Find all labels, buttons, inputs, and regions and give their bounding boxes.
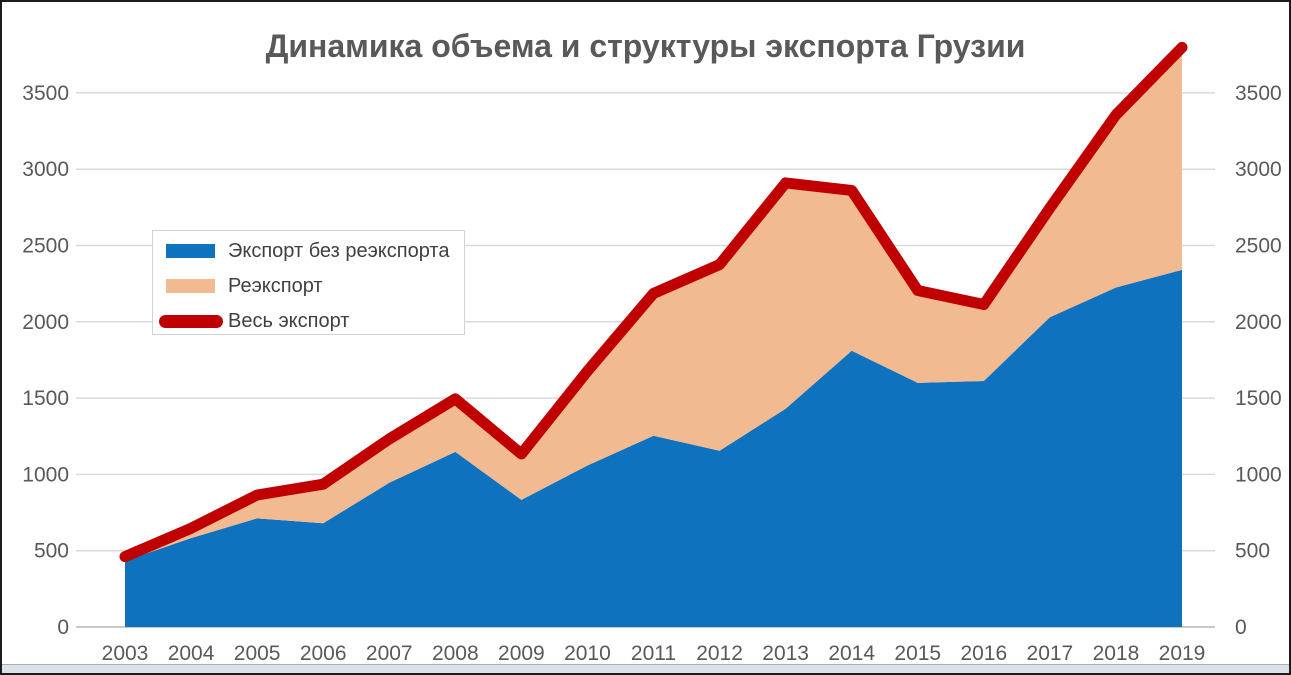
y-axis-right-tick-label: 3500 <box>1235 82 1282 105</box>
x-axis-tick-label: 2003 <box>102 642 149 665</box>
legend-label: Экспорт без реэкспорта <box>228 239 450 262</box>
y-axis-left-tick-label: 2500 <box>22 235 69 258</box>
x-axis-tick-label: 2018 <box>1093 642 1140 665</box>
legend-label: Реэкспорт <box>228 274 323 297</box>
x-axis-tick-label: 2016 <box>960 642 1007 665</box>
y-axis-left-tick-label: 2000 <box>22 311 69 334</box>
x-axis-tick-label: 2008 <box>432 642 479 665</box>
y-axis-right-tick-label: 1500 <box>1235 387 1282 410</box>
y-axis-right-tick-label: 3000 <box>1235 158 1282 181</box>
y-axis-right-tick-label: 1000 <box>1235 463 1282 486</box>
area-reexport <box>125 47 1182 561</box>
x-axis-tick-label: 2019 <box>1159 642 1206 665</box>
x-axis-tick-label: 2017 <box>1027 642 1074 665</box>
x-axis-tick-label: 2005 <box>234 642 281 665</box>
y-axis-right-tick-label: 2500 <box>1235 235 1282 258</box>
y-axis-left-tick-label: 3000 <box>22 158 69 181</box>
x-axis-tick-label: 2013 <box>762 642 809 665</box>
legend-item-total-export: Весь экспорт <box>153 304 464 338</box>
legend-label: Весь экспорт <box>228 309 350 332</box>
y-axis-right-tick-label: 500 <box>1235 540 1270 563</box>
y-axis-left-tick-label: 1500 <box>22 387 69 410</box>
y-axis-right-tick-label: 0 <box>1235 616 1247 639</box>
x-axis-tick-label: 2012 <box>696 642 743 665</box>
chart-title: Динамика объема и структуры экспорта Гру… <box>265 28 1026 64</box>
x-axis-tick-label: 2006 <box>300 642 347 665</box>
slide-footer-strip <box>2 664 1289 673</box>
x-axis-tick-label: 2004 <box>168 642 215 665</box>
legend-item-domestic-export: Экспорт без реэкспорта <box>153 234 464 268</box>
x-axis-tick-label: 2014 <box>828 642 875 665</box>
y-axis-left-tick-label: 500 <box>34 540 69 563</box>
legend-swatch-blue-area <box>166 244 215 258</box>
legend-item-reexport: Реэкспорт <box>153 269 464 303</box>
legend-swatch-orange-area <box>166 279 215 293</box>
area-domestic-export <box>125 269 1182 627</box>
line-total-export <box>119 41 1188 563</box>
y-axis-left-tick-label: 3500 <box>22 82 69 105</box>
y-axis-left-tick-label: 1000 <box>22 463 69 486</box>
y-axis-left-tick-label: 0 <box>57 616 69 639</box>
legend-swatch-red-line <box>159 314 223 328</box>
x-axis-tick-label: 2007 <box>366 642 413 665</box>
x-axis-tick-label: 2009 <box>498 642 545 665</box>
x-axis-tick-label: 2015 <box>894 642 941 665</box>
chart-legend: Экспорт без реэкспорта Реэкспорт Весь эк… <box>152 230 465 335</box>
x-axis-tick-label: 2010 <box>564 642 611 665</box>
x-axis-tick-label: 2011 <box>631 642 676 665</box>
y-axis-right-tick-label: 2000 <box>1235 311 1282 334</box>
